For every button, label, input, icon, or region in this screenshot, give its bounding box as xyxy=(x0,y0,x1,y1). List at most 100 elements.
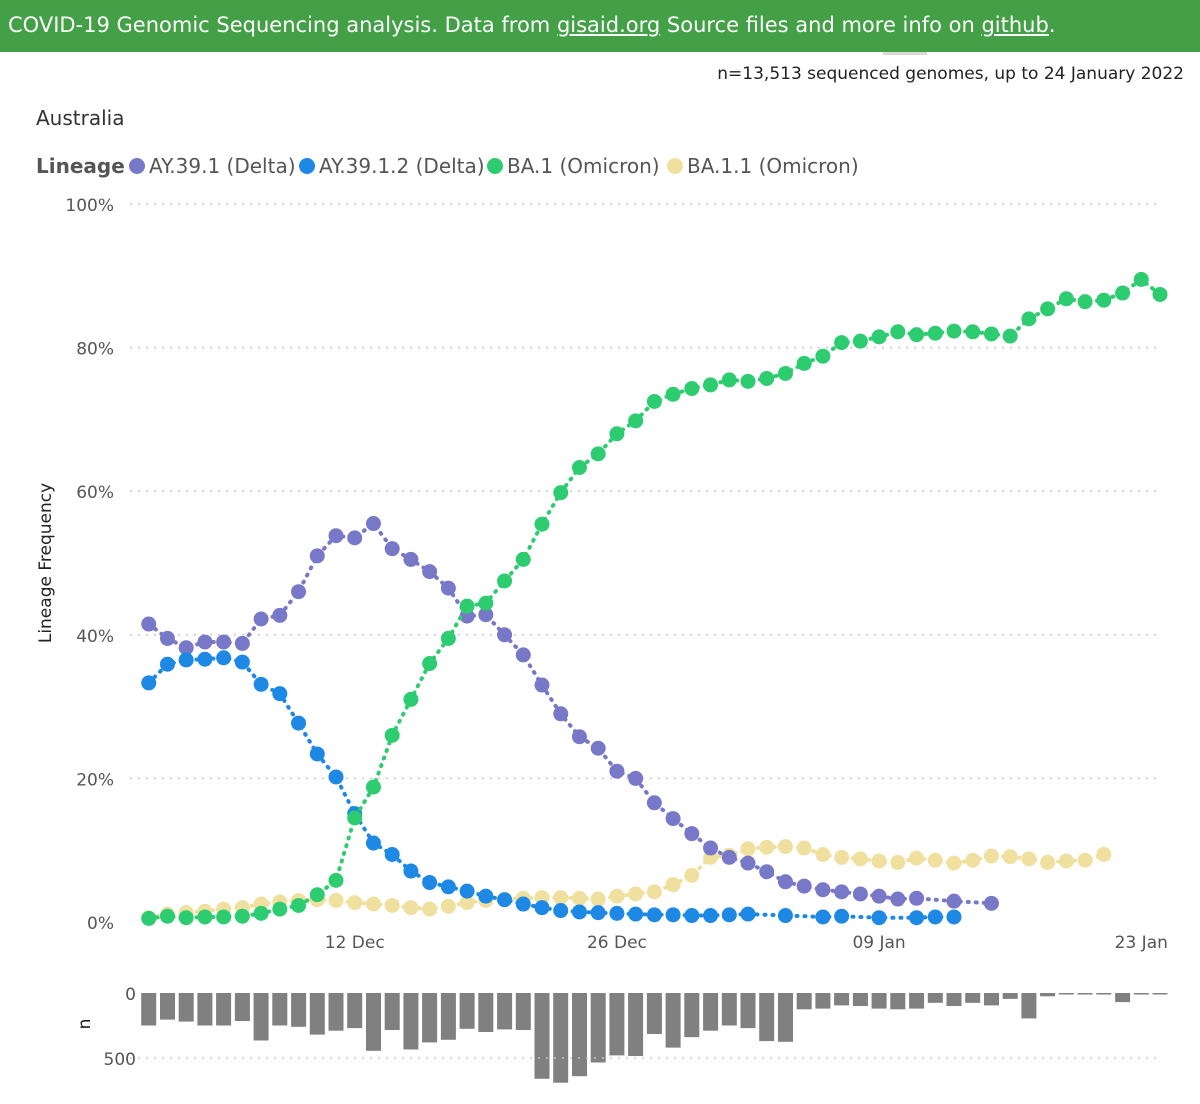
data-point xyxy=(665,907,681,923)
data-point xyxy=(309,746,325,762)
data-point xyxy=(347,895,363,911)
count-bar xyxy=(628,993,644,1056)
data-point xyxy=(365,516,381,532)
legend-marker-0 xyxy=(129,158,145,174)
count-bar xyxy=(646,993,662,1034)
data-point xyxy=(777,874,793,890)
count-bar xyxy=(684,993,700,1038)
data-point xyxy=(384,727,400,743)
data-point xyxy=(253,676,269,692)
count-bar xyxy=(759,993,775,1042)
data-point xyxy=(890,854,906,870)
data-point xyxy=(834,884,850,900)
data-point xyxy=(403,863,419,879)
data-point xyxy=(328,769,344,785)
data-point xyxy=(609,888,625,904)
data-point xyxy=(197,909,213,925)
data-point xyxy=(1021,851,1037,867)
data-point xyxy=(759,839,775,855)
data-point xyxy=(909,327,925,343)
data-point xyxy=(609,763,625,779)
count-bar xyxy=(309,993,325,1035)
header-banner: COVID-19 Genomic Sequencing analysis. Da… xyxy=(0,0,1200,52)
data-point xyxy=(272,901,288,917)
data-point xyxy=(946,893,962,909)
data-point xyxy=(927,325,943,341)
data-point xyxy=(440,580,456,596)
data-point xyxy=(983,848,999,864)
count-bar xyxy=(871,993,887,1009)
data-point xyxy=(703,908,719,924)
data-point xyxy=(497,892,513,908)
data-point xyxy=(646,907,662,923)
data-point xyxy=(684,908,700,924)
data-point xyxy=(796,878,812,894)
data-point xyxy=(871,329,887,345)
y-tick-label: 60% xyxy=(76,483,114,503)
count-bar xyxy=(927,993,943,1003)
data-point xyxy=(965,852,981,868)
data-point xyxy=(178,640,194,656)
data-point xyxy=(890,891,906,907)
data-point xyxy=(553,485,569,501)
data-point xyxy=(909,850,925,866)
count-bars xyxy=(141,993,1168,1083)
data-point xyxy=(590,740,606,756)
data-point xyxy=(628,413,644,429)
data-point xyxy=(291,584,307,600)
data-point xyxy=(740,841,756,857)
data-point xyxy=(684,826,700,842)
count-bar xyxy=(890,993,906,1010)
data-point xyxy=(946,323,962,339)
data-point xyxy=(253,611,269,627)
data-point xyxy=(216,909,232,925)
series-2 xyxy=(141,271,1168,926)
count-bar xyxy=(1152,993,1168,995)
data-point xyxy=(909,890,925,906)
data-point xyxy=(291,715,307,731)
data-point xyxy=(1077,294,1093,310)
banner-tab-indicator xyxy=(883,52,927,55)
data-point xyxy=(309,548,325,564)
data-point xyxy=(478,595,494,611)
data-point xyxy=(1058,853,1074,869)
data-point xyxy=(646,393,662,409)
gisaid-link[interactable]: gisaid.org xyxy=(556,13,661,37)
data-point xyxy=(909,910,925,926)
data-point xyxy=(422,656,438,672)
data-point xyxy=(1077,852,1093,868)
data-point xyxy=(459,883,475,899)
count-bar xyxy=(234,993,250,1021)
count-bar xyxy=(403,993,419,1050)
count-bar xyxy=(1096,993,1112,995)
data-point xyxy=(834,849,850,865)
data-point xyxy=(403,551,419,567)
count-bar xyxy=(366,993,381,1051)
data-point xyxy=(628,886,644,902)
data-point xyxy=(309,887,325,903)
data-point xyxy=(740,906,756,922)
data-point xyxy=(590,446,606,462)
y-tick-label: 40% xyxy=(76,627,114,647)
data-point xyxy=(665,386,681,402)
count-bar xyxy=(347,993,363,1029)
series-group xyxy=(141,271,1168,926)
data-point xyxy=(553,706,569,722)
chart-title: Australia xyxy=(36,106,125,130)
data-point xyxy=(703,840,719,856)
data-point xyxy=(590,891,606,907)
data-point xyxy=(422,901,438,917)
legend-title: Lineage xyxy=(36,154,125,178)
count-bar xyxy=(796,993,812,1010)
count-bar xyxy=(609,993,625,1056)
github-link[interactable]: github xyxy=(981,13,1049,37)
data-point xyxy=(759,370,775,386)
data-point xyxy=(815,909,831,925)
y-tick-label: 80% xyxy=(76,340,114,360)
data-point xyxy=(815,882,831,898)
data-point xyxy=(141,675,157,691)
legend-marker-1 xyxy=(299,158,315,174)
count-bar xyxy=(515,993,531,1030)
x-tick-label: 26 Dec xyxy=(587,933,647,953)
